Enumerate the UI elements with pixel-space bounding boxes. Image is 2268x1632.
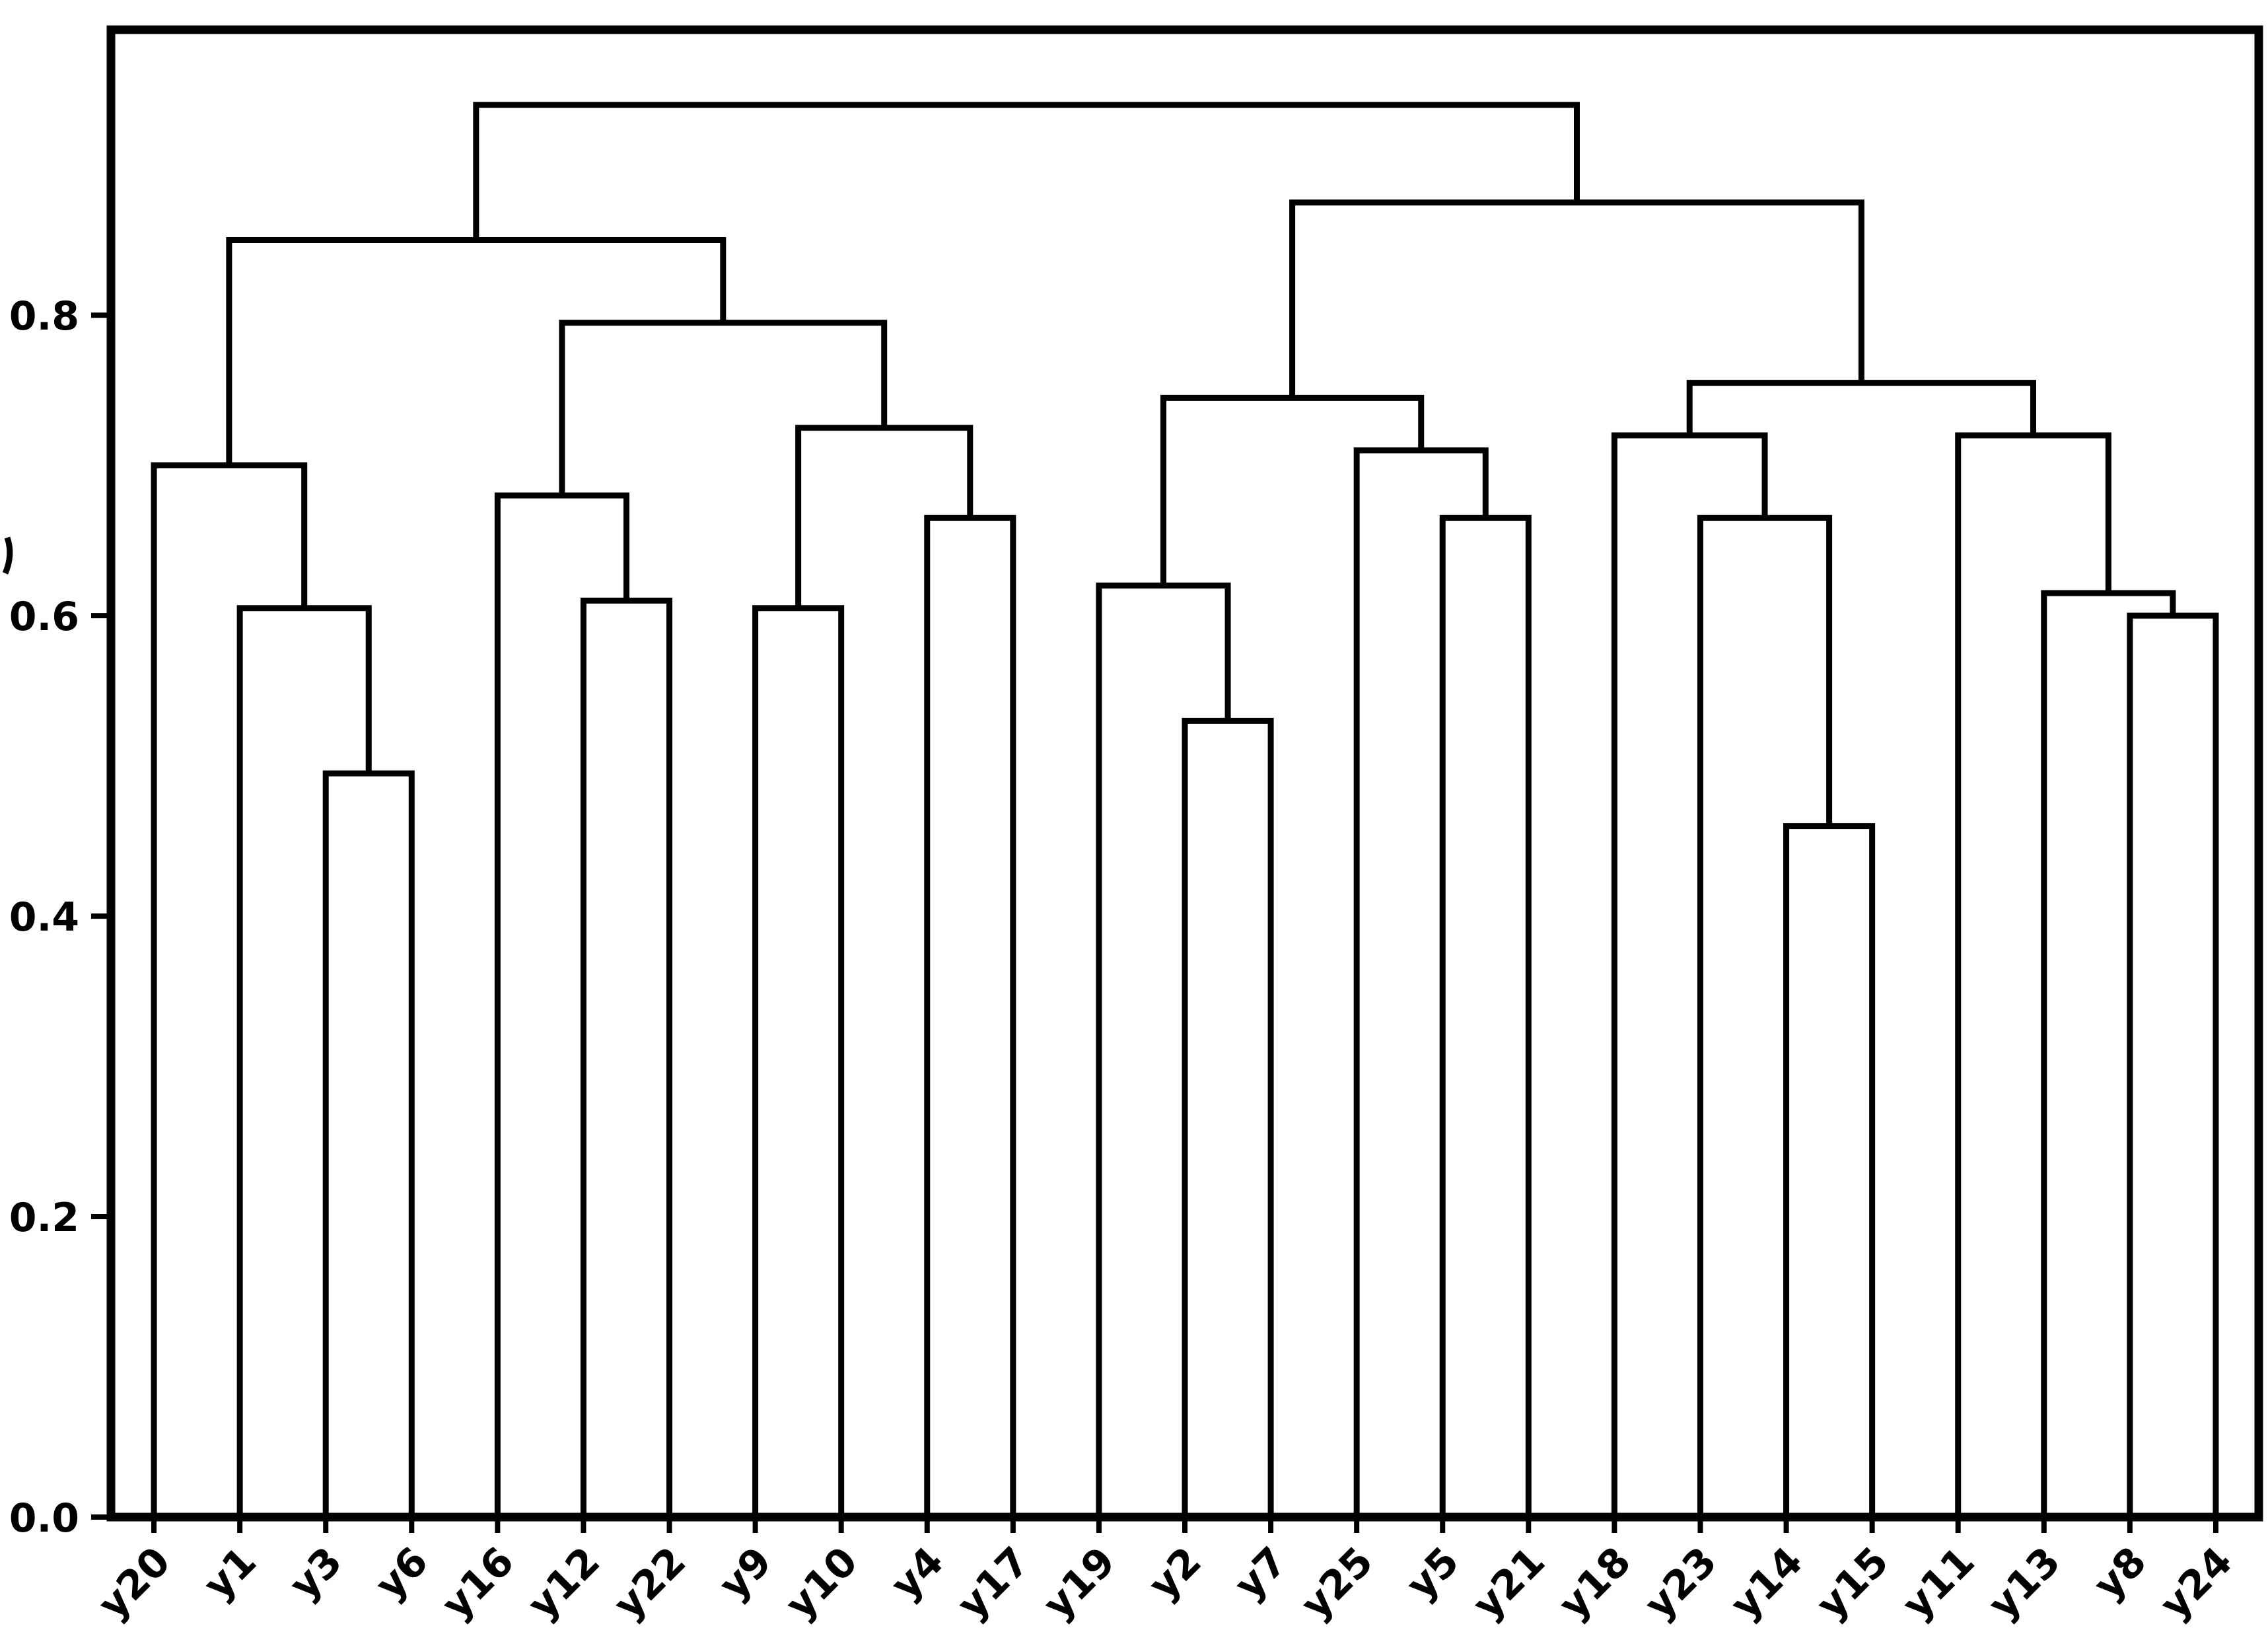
- dendrogram-link: [236, 605, 372, 1517]
- y-axis-tick-label: 0.2: [9, 1195, 79, 1241]
- clipped-label-artifact: [2, 536, 13, 575]
- dendrogram-link: [1096, 583, 1231, 1517]
- dendrogram-link: [1289, 199, 1864, 398]
- dendrogram-link: [752, 605, 845, 1517]
- y-axis-tick-label: 0.8: [9, 293, 79, 339]
- y-axis-tick-label: 0.0: [9, 1495, 79, 1542]
- y-axis-tick-label: 0.6: [9, 594, 79, 640]
- dendrogram-link: [1783, 823, 1876, 1517]
- dendrogram-link: [494, 492, 629, 1517]
- y-axis-tick-label: 0.4: [9, 894, 79, 940]
- dendrogram-link: [924, 514, 1016, 1517]
- dendrogram-link: [559, 320, 888, 496]
- dendrogram-link: [151, 462, 308, 1517]
- dendrogram-link: [1955, 432, 2111, 1517]
- dendrogram-link: [1697, 514, 1833, 1517]
- dendrogram-link: [1686, 380, 2037, 436]
- dendrogram-link: [226, 236, 726, 466]
- dendrogram-link: [473, 102, 1580, 240]
- dendrogram-link: [1611, 432, 1768, 1517]
- dendrogram-link: [1439, 514, 1532, 1517]
